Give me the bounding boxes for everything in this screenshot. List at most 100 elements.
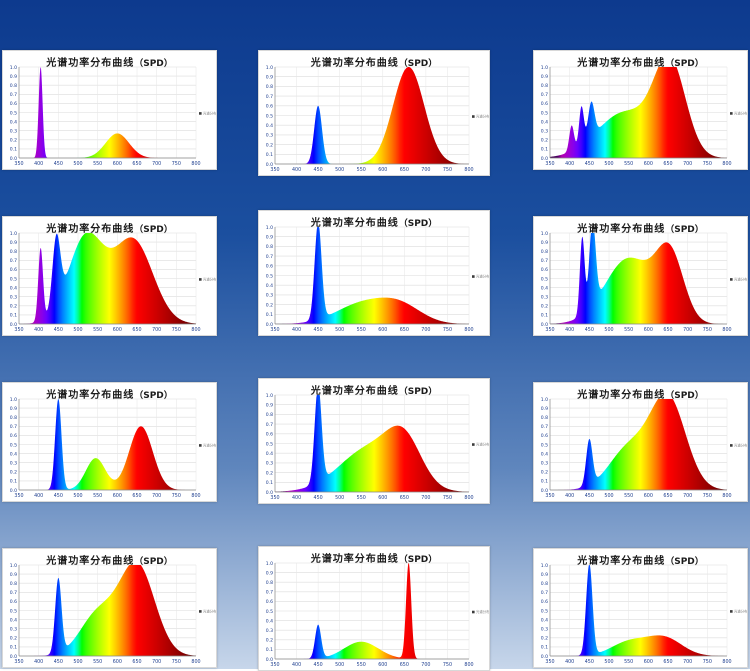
y-tick-label: 0.6 bbox=[541, 267, 548, 273]
x-tick-label: 350 bbox=[545, 659, 554, 665]
y-tick-label: 0.2 bbox=[10, 636, 17, 642]
x-tick-label: 400 bbox=[565, 327, 574, 333]
legend-swatch bbox=[472, 115, 475, 118]
y-tick-label: 1.0 bbox=[266, 65, 273, 71]
x-tick-label: 500 bbox=[73, 493, 82, 499]
x-tick-label: 700 bbox=[421, 662, 430, 668]
y-tick-label: 0.0 bbox=[541, 488, 548, 494]
y-tick-label: 0.4 bbox=[266, 283, 273, 289]
x-tick-label: 400 bbox=[292, 662, 301, 668]
x-tick-label: 450 bbox=[585, 161, 594, 167]
y-tick-label: 0.3 bbox=[10, 295, 17, 301]
y-tick-label: 0.2 bbox=[266, 302, 273, 308]
legend-swatch bbox=[199, 610, 202, 613]
x-tick-label: 750 bbox=[443, 495, 452, 501]
y-tick-label: 1.0 bbox=[10, 65, 17, 71]
legend-swatch bbox=[730, 444, 733, 447]
chart-svg: 0.0 0.1 0.2 0.3 0.4 0.5 0.6 0.7 0.8 0.9 1.0 350 400 4… bbox=[266, 65, 489, 173]
y-tick-label: 0.0 bbox=[266, 657, 273, 663]
chart-title-text: 光谱功率分布曲线 bbox=[310, 58, 399, 69]
chart-title-text: 光谱功率分布曲线 bbox=[577, 58, 666, 69]
x-tick-label: 450 bbox=[54, 161, 63, 167]
chart-title-text: 光谱功率分布曲线 bbox=[310, 218, 399, 229]
x-tick-label: 700 bbox=[683, 161, 692, 167]
y-tick-label: 0.9 bbox=[10, 74, 17, 80]
spd-chart-2: 光谱功率分布曲线（SPD） 0.0 0.1 0.2 0.3 0.4 0.5 0.6 0.7 0.8… bbox=[258, 50, 490, 176]
chart-title-suffix: （SPD） bbox=[665, 59, 704, 69]
spd-chart-4: 光谱功率分布曲线（SPD） 0.0 0.1 0.2 0.3 0.4 0.5 0.6 0.7 0.8… bbox=[2, 216, 217, 336]
y-tick-label: 0.7 bbox=[266, 590, 273, 596]
y-tick-label: 0.7 bbox=[541, 92, 548, 98]
x-tick-label: 750 bbox=[703, 161, 712, 167]
x-tick-label: 500 bbox=[335, 495, 344, 501]
x-tick-label: 650 bbox=[400, 662, 409, 668]
x-tick-label: 400 bbox=[292, 167, 301, 173]
x-tick-label: 550 bbox=[624, 161, 633, 167]
y-tick-label: 0.8 bbox=[266, 244, 273, 250]
x-tick-label: 650 bbox=[132, 327, 141, 333]
chart-title: 光谱功率分布曲线（SPD） bbox=[259, 54, 489, 69]
y-tick-label: 0.6 bbox=[10, 101, 17, 107]
y-tick-label: 0.8 bbox=[266, 84, 273, 90]
x-tick-label: 750 bbox=[443, 327, 452, 333]
chart-title: 光谱功率分布曲线（SPD） bbox=[534, 54, 747, 69]
chart-svg: 0.0 0.1 0.2 0.3 0.4 0.5 0.6 0.7 0.8 0.9 1.0 350 400 4… bbox=[10, 231, 216, 333]
y-tick-label: 1.0 bbox=[266, 225, 273, 231]
legend-swatch bbox=[730, 112, 733, 115]
y-tick-label: 0.8 bbox=[266, 412, 273, 418]
x-tick-label: 450 bbox=[314, 327, 323, 333]
y-tick-label: 0.0 bbox=[541, 322, 548, 328]
y-tick-label: 1.0 bbox=[541, 231, 548, 237]
x-tick-label: 450 bbox=[585, 327, 594, 333]
x-tick-label: 650 bbox=[663, 161, 672, 167]
y-tick-label: 0.2 bbox=[266, 142, 273, 148]
x-tick-label: 600 bbox=[378, 662, 387, 668]
legend-swatch bbox=[730, 610, 733, 613]
y-tick-label: 0.6 bbox=[10, 433, 17, 439]
y-tick-label: 0.9 bbox=[10, 240, 17, 246]
chart-title-text: 光谱功率分布曲线 bbox=[310, 386, 399, 397]
x-tick-label: 550 bbox=[93, 161, 102, 167]
legend-label: 光谱分布 bbox=[734, 276, 747, 281]
legend-label: 光谱分布 bbox=[203, 110, 216, 115]
chart-svg: 0.0 0.1 0.2 0.3 0.4 0.5 0.6 0.7 0.8 0.9 1.0 350 400 4… bbox=[10, 397, 216, 499]
x-tick-label: 700 bbox=[421, 327, 430, 333]
chart-svg: 0.0 0.1 0.2 0.3 0.4 0.5 0.6 0.7 0.8 0.9 1.0 350 400 4… bbox=[541, 65, 747, 167]
x-tick-label: 650 bbox=[663, 327, 672, 333]
y-tick-label: 0.2 bbox=[266, 470, 273, 476]
y-tick-label: 0.5 bbox=[10, 608, 17, 614]
y-tick-label: 1.0 bbox=[541, 65, 548, 71]
spd-area bbox=[550, 233, 727, 324]
y-tick-label: 0.3 bbox=[10, 627, 17, 633]
spd-chart-3: 光谱功率分布曲线（SPD） 0.0 0.1 0.2 0.3 0.4 0.5 0.6 0.7 0.8… bbox=[533, 50, 748, 170]
y-tick-label: 0.0 bbox=[266, 162, 273, 168]
chart-title: 光谱功率分布曲线（SPD） bbox=[259, 550, 489, 565]
y-tick-label: 0.6 bbox=[266, 264, 273, 270]
y-tick-label: 0.3 bbox=[266, 293, 273, 299]
x-tick-label: 450 bbox=[585, 659, 594, 665]
x-tick-label: 500 bbox=[335, 167, 344, 173]
y-tick-label: 0.4 bbox=[266, 618, 273, 624]
x-tick-label: 600 bbox=[644, 161, 653, 167]
y-tick-label: 0.9 bbox=[541, 572, 548, 578]
y-tick-label: 0.8 bbox=[541, 249, 548, 255]
y-tick-label: 0.7 bbox=[10, 258, 17, 264]
chart-svg: 0.0 0.1 0.2 0.3 0.4 0.5 0.6 0.7 0.8 0.9 1.0 350 400 4… bbox=[10, 65, 216, 167]
x-tick-label: 500 bbox=[73, 659, 82, 665]
legend-swatch bbox=[472, 610, 475, 614]
x-tick-label: 400 bbox=[292, 495, 301, 501]
x-tick-label: 450 bbox=[314, 495, 323, 501]
y-tick-label: 0.4 bbox=[541, 119, 548, 125]
y-tick-label: 0.8 bbox=[10, 581, 17, 587]
x-tick-label: 800 bbox=[464, 327, 473, 333]
x-tick-label: 450 bbox=[585, 493, 594, 499]
x-tick-label: 650 bbox=[400, 495, 409, 501]
x-tick-label: 800 bbox=[191, 327, 200, 333]
spd-chart-6: 光谱功率分布曲线（SPD） 0.0 0.1 0.2 0.3 0.4 0.5 0.6 0.7 0.8… bbox=[533, 216, 748, 336]
y-tick-label: 0.9 bbox=[266, 570, 273, 576]
y-tick-label: 0.1 bbox=[266, 480, 273, 486]
y-tick-label: 0.1 bbox=[10, 479, 17, 485]
x-tick-label: 650 bbox=[400, 327, 409, 333]
y-tick-label: 0.5 bbox=[266, 113, 273, 119]
y-tick-label: 0.3 bbox=[266, 133, 273, 139]
